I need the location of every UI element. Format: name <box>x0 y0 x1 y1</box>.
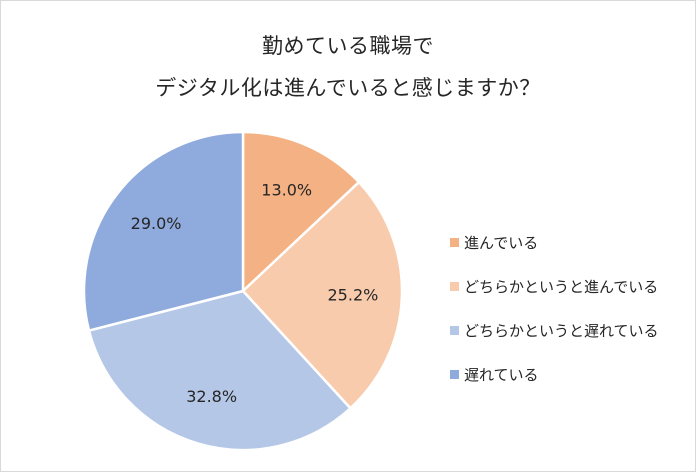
legend-swatch <box>450 281 459 291</box>
legend: 進んでいるどちらかというと進んでいる どちらかというと遅れている 遅れている <box>450 227 690 403</box>
legend-label: どちらかというと遅れている <box>464 321 659 340</box>
legend-swatch <box>450 237 459 247</box>
legend-item-4: 遅れている <box>450 359 690 389</box>
data-label-4: 29.0% <box>131 214 182 233</box>
chart-title-line-2: デジタル化は進んでいると感じますか？ <box>155 76 541 100</box>
legend-label: どちらかというと進んでいる <box>464 277 659 296</box>
data-label-2: 25.2% <box>328 286 379 305</box>
pie-slices <box>82 130 404 452</box>
pie-slice-1 <box>241 130 361 293</box>
legend-swatch <box>450 369 459 379</box>
chart-title: 勤めている職場で デジタル化は進んでいると感じますか？ <box>1 25 695 109</box>
pie-data-labels: 13.0% 25.2% 32.8% 29.0% <box>131 181 379 406</box>
data-label-1: 13.0% <box>261 181 312 200</box>
legend-label: 進んでいる <box>464 233 539 252</box>
legend-item-1: 進んでいる <box>450 227 690 257</box>
data-label-3: 32.8% <box>186 387 237 406</box>
chart-title-line-1: 勤めている職場で <box>262 34 434 58</box>
pie-slice-4 <box>82 130 245 332</box>
pie-slice-2 <box>241 180 404 410</box>
legend-item-3: どちらかというと遅れている <box>450 315 690 345</box>
legend-swatch <box>450 325 459 335</box>
legend-item-2: どちらかというと進んでいる <box>450 271 690 301</box>
legend-label: 遅れている <box>464 365 539 384</box>
pie-slice-3 <box>87 289 352 452</box>
